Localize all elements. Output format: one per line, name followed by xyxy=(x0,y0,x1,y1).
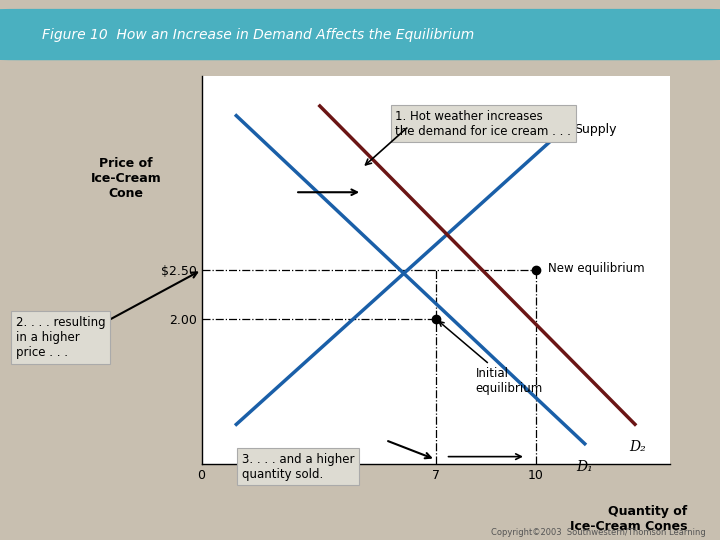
Text: 1. Hot weather increases
the demand for ice cream . . .: 1. Hot weather increases the demand for … xyxy=(395,110,572,138)
FancyBboxPatch shape xyxy=(0,9,720,60)
Text: Figure 10  How an Increase in Demand Affects the Equilibrium: Figure 10 How an Increase in Demand Affe… xyxy=(42,28,474,42)
Text: New equilibrium: New equilibrium xyxy=(548,261,644,274)
Text: Quantity of
Ice-Cream Cones: Quantity of Ice-Cream Cones xyxy=(570,505,688,533)
Text: D₂: D₂ xyxy=(629,440,647,454)
Text: D₁: D₁ xyxy=(576,460,593,474)
Text: Price of
Ice-Cream
Cone: Price of Ice-Cream Cone xyxy=(91,157,161,200)
Text: Initial
equilibrium: Initial equilibrium xyxy=(439,321,543,395)
Text: 2. . . . resulting
in a higher
price . . .: 2. . . . resulting in a higher price . .… xyxy=(16,316,105,359)
Text: 3. . . . and a higher
quantity sold.: 3. . . . and a higher quantity sold. xyxy=(242,453,354,481)
Text: Supply: Supply xyxy=(575,123,617,136)
Text: Copyright©2003  Southwestern/Thomson Learning: Copyright©2003 Southwestern/Thomson Lear… xyxy=(491,528,706,537)
